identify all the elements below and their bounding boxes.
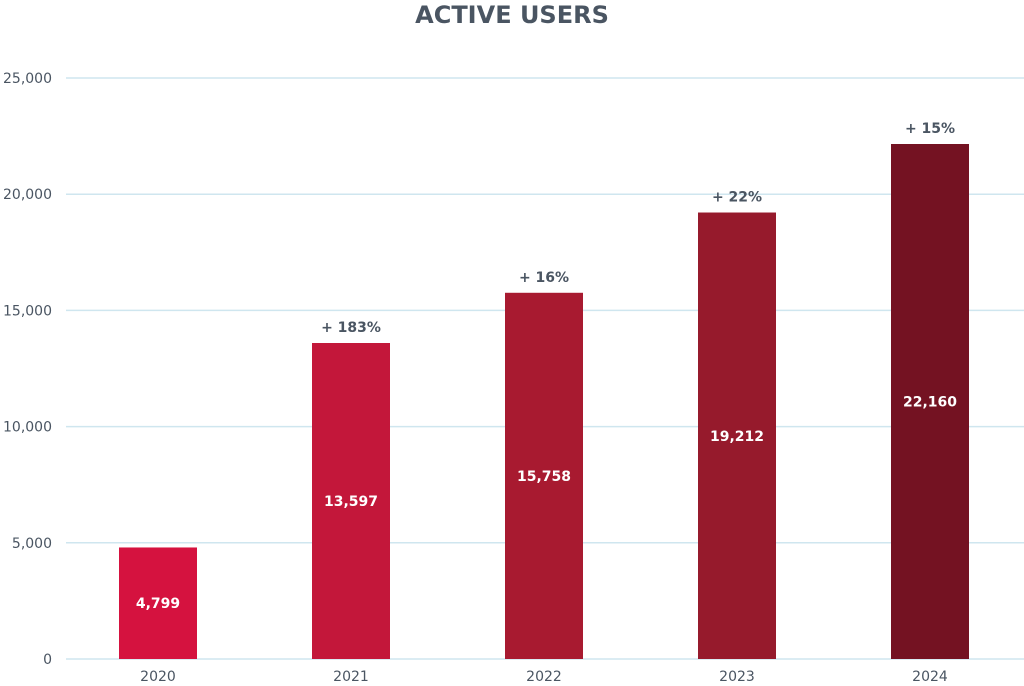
- growth-label-2022: + 16%: [519, 270, 569, 286]
- y-tick-label: 10,000: [3, 420, 52, 436]
- bar-2024: [891, 144, 969, 660]
- growth-labels: + 183% + 16% + 22% + 15%: [321, 121, 955, 336]
- chart-title: ACTIVE USERS: [415, 1, 609, 29]
- bar-2020: [119, 547, 197, 659]
- x-tick-label-2020: 2020: [140, 669, 176, 685]
- bar-2023: [698, 212, 776, 659]
- bar-value-label-2024: 22,160: [903, 395, 957, 411]
- growth-label-2021: + 183%: [321, 320, 381, 336]
- x-tick-label-2023: 2023: [719, 669, 755, 685]
- bar-value-label-2020: 4,799: [136, 596, 180, 612]
- bar-2022: [505, 292, 583, 659]
- y-tick-label: 25,000: [3, 71, 52, 87]
- x-tick-label-2022: 2022: [526, 669, 562, 685]
- x-axis-tick-labels: 2020 2021 2022 2023 2024: [140, 669, 948, 685]
- bar-2021: [312, 343, 390, 659]
- bar-value-label-2023: 19,212: [710, 429, 764, 445]
- y-tick-label: 15,000: [3, 303, 52, 319]
- y-tick-label: 5,000: [12, 536, 52, 552]
- growth-label-2023: + 22%: [712, 190, 762, 206]
- growth-label-2024: + 15%: [905, 121, 955, 137]
- bar-value-labels: 4,799 13,597 15,758 19,212 22,160: [136, 395, 957, 613]
- bar-value-label-2021: 13,597: [324, 494, 378, 510]
- bars: [119, 144, 969, 660]
- x-tick-label-2024: 2024: [912, 669, 948, 685]
- bar-value-label-2022: 15,758: [517, 469, 571, 485]
- x-tick-label-2021: 2021: [333, 669, 369, 685]
- y-tick-label: 20,000: [3, 187, 52, 203]
- y-tick-label: 0: [43, 652, 52, 668]
- y-axis-tick-labels: 0 5,000 10,000 15,000 20,000 25,000: [3, 71, 52, 668]
